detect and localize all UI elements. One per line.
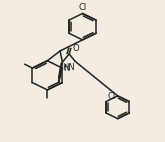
Text: HN: HN xyxy=(62,62,75,72)
Text: Cl: Cl xyxy=(78,3,87,12)
Text: O: O xyxy=(72,44,79,53)
Text: Cl: Cl xyxy=(107,92,116,101)
Text: N: N xyxy=(64,63,70,73)
